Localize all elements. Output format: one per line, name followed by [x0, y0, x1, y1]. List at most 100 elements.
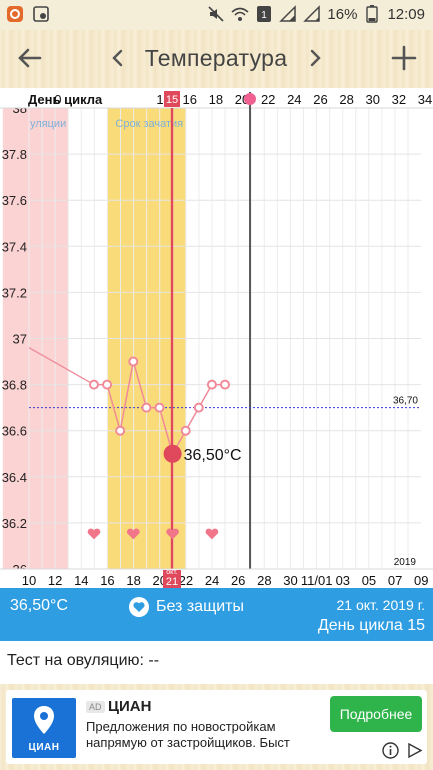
temperature-chart[interactable]: 3837.837.637.437.23736.836.636.436.236ул… — [0, 88, 433, 588]
y-tick-label: 36.4 — [2, 470, 27, 485]
bottom-tick-label: 16 — [100, 573, 114, 588]
bottom-tick-label: 26 — [231, 573, 245, 588]
chevron-right-icon — [310, 49, 321, 67]
protection-status[interactable]: Без защиты — [128, 596, 244, 618]
mute-icon — [207, 5, 225, 23]
y-tick-label: 37 — [13, 332, 27, 347]
back-button[interactable] — [14, 42, 46, 74]
ad-banner: ЦИАН AD ЦИАН Предложения по новостройкам… — [0, 684, 433, 770]
logo-text: ЦИАН — [28, 742, 60, 753]
top-tick-label: 18 — [209, 92, 223, 107]
plus-icon — [391, 45, 417, 71]
map-pin-icon — [34, 706, 54, 734]
y-tick-label: 36.6 — [2, 424, 27, 439]
selected-temperature: 36,50°C — [10, 597, 68, 614]
data-point — [154, 402, 165, 413]
y-tick-label: 37.6 — [2, 193, 27, 208]
battery-icon — [363, 5, 381, 23]
protection-label: Без защиты — [156, 598, 244, 615]
bottom-axis-band — [0, 569, 433, 588]
cycle-day: День цикла 15 — [317, 617, 425, 634]
page-title: Температура — [144, 45, 288, 71]
y-tick-label: 37.4 — [2, 239, 27, 254]
heart-icon — [126, 528, 140, 540]
bottom-highlight-day: 21 — [166, 576, 178, 588]
top-tick-label: 28 — [339, 92, 353, 107]
selected-point — [163, 444, 182, 463]
data-point — [180, 425, 191, 436]
ad-cta-button[interactable]: Подробнее — [330, 696, 422, 732]
ovulation-marker — [244, 93, 256, 105]
signal-icon — [279, 5, 297, 23]
sim-icon: 1 — [255, 5, 273, 23]
top-tick-label: 30 — [366, 92, 380, 107]
top-tick-label: 0 — [54, 92, 61, 107]
top-axis-title: День цикла — [28, 92, 103, 107]
top-tick-label: 26 — [313, 92, 327, 107]
advertiser-logo: ЦИАН — [12, 698, 76, 758]
top-tick-label: 24 — [287, 92, 301, 107]
data-point — [128, 356, 139, 367]
bottom-tick-label: 05 — [362, 573, 376, 588]
data-point — [220, 379, 230, 390]
y-tick-label: 36.8 — [2, 378, 27, 393]
add-button[interactable] — [388, 42, 420, 74]
chevron-left-icon — [112, 49, 123, 67]
ad-choices-button[interactable] — [406, 742, 423, 759]
ad-text-line-2: напрямую от застройщиков. Быст — [86, 735, 290, 750]
bottom-tick-label: 24 — [205, 573, 219, 588]
signal-2-icon — [303, 5, 321, 23]
battery-percent: 16% — [327, 5, 358, 23]
clock: 12:09 — [387, 5, 425, 23]
y-tick-label: 37.2 — [2, 285, 27, 300]
status-bar: 1 16% 12:09 — [0, 0, 433, 30]
ad-info-button[interactable] — [382, 742, 399, 759]
selected-point-label: 36,50°C — [184, 447, 242, 464]
chart-svg: 3837.837.637.437.23736.836.636.436.236ул… — [0, 88, 433, 588]
bottom-tick-label: 03 — [336, 573, 350, 588]
bottom-tick-label: 22 — [179, 573, 193, 588]
bottom-tick-label: 12 — [48, 573, 62, 588]
ad-text-line-1: Предложения по новостройкам — [86, 719, 276, 734]
gallery-notification-icon — [32, 5, 50, 23]
ovulation-test-row[interactable]: Тест на овуляцию: -- — [0, 641, 433, 684]
bottom-tick-label: 28 — [257, 573, 271, 588]
heart-icon — [129, 597, 149, 617]
bottom-tick-label: 11/01 — [301, 573, 333, 588]
wifi-icon — [231, 5, 249, 23]
data-point — [89, 379, 99, 390]
selected-date: 21 окт. 2019 г. — [336, 597, 426, 613]
heart-icon — [87, 528, 101, 540]
selected-day-info[interactable]: 36,50°C Без защиты 21 окт. 2019 г. День … — [0, 588, 433, 641]
app-notification-icon — [6, 5, 24, 23]
top-tick-label: 34 — [418, 92, 432, 107]
ad-badge: AD — [86, 701, 105, 713]
arrow-left-icon — [18, 48, 42, 68]
data-point — [141, 402, 152, 413]
data-point — [206, 379, 217, 390]
ad-card[interactable]: ЦИАН AD ЦИАН Предложения по новостройкам… — [6, 690, 427, 764]
ovulation-test-label: Тест на овуляцию: -- — [7, 652, 160, 669]
y-tick-label: 37.8 — [2, 147, 27, 162]
previous-chart-button[interactable] — [108, 44, 128, 72]
top-tick-label: 16 — [183, 92, 197, 107]
top-tick-label: 22 — [261, 92, 275, 107]
heart-icon — [205, 528, 219, 540]
bottom-tick-label: 07 — [388, 573, 402, 588]
data-point — [193, 402, 204, 413]
bottom-tick-label: 14 — [74, 573, 88, 588]
advertiser-name: ЦИАН — [108, 698, 152, 715]
data-point — [115, 425, 126, 436]
bottom-tick-label: 09 — [414, 573, 428, 588]
bottom-highlight-badge — [163, 570, 181, 588]
next-chart-button[interactable] — [305, 44, 325, 72]
coverline-label: 36,70 — [393, 396, 418, 407]
current-day-label: 15 — [166, 94, 178, 106]
year-label: 2019 — [394, 557, 417, 568]
bottom-tick-label: 30 — [283, 573, 297, 588]
app-bar: Температура — [0, 30, 433, 88]
bottom-highlight-prefix: окт. — [166, 569, 177, 576]
svg-text:1: 1 — [262, 10, 268, 21]
bottom-tick-label: 10 — [22, 573, 36, 588]
